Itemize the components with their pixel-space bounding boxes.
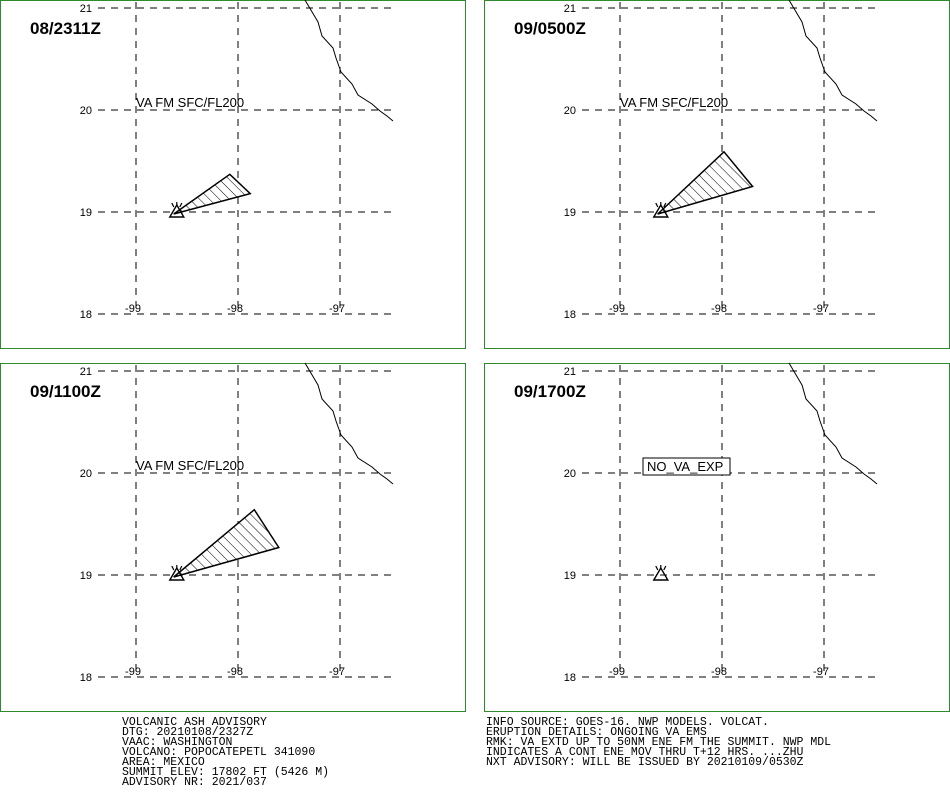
lon-tick-label: -97 (329, 666, 345, 678)
lat-tick-label: 18 (564, 672, 576, 684)
advisory-right-line: ERUPTION DETAILS: ONGOING VA EMS (486, 726, 707, 739)
lat-tick-label: 21 (564, 3, 576, 15)
advisory-left-line: VOLCANIC ASH ADVISORY (122, 716, 267, 729)
volcano-triangle-icon (652, 202, 670, 218)
volcano-triangle-icon (168, 565, 186, 581)
lon-tick-label: -97 (813, 303, 829, 315)
panel-frame (0, 363, 466, 712)
map-panel: 21 20 19 18 -99 -98 -97 09/1100Z VA FM SFC/FL200 (0, 362, 466, 712)
advisory-left-line: SUMMIT ELEV: 17802 FT (5426 M) (122, 766, 330, 779)
lat-tick-label: 20 (80, 468, 92, 480)
map-panel: 21 20 19 18 -99 -98 -97 08/2311Z VA FM SFC/FL200 (0, 0, 466, 349)
advisory-right-line: INFO SOURCE: GOES-16. NWP MODELS. VOLCAT… (486, 716, 769, 729)
coastline (304, 0, 394, 122)
advisory-left-line: VAAC: WASHINGTON (122, 736, 233, 749)
coastline (788, 362, 878, 485)
panel-time-title: 09/0500Z (514, 19, 586, 38)
lat-tick-label: 19 (564, 570, 576, 582)
va-level-label: VA FM SFC/FL200 (136, 458, 244, 473)
lat-tick-label: 18 (80, 672, 92, 684)
volcano-triangle-icon (652, 565, 670, 581)
advisory-left-line: DTG: 20210108/2327Z (122, 726, 254, 739)
lon-tick-label: -98 (711, 666, 727, 678)
lat-tick-label: 21 (80, 366, 92, 378)
lon-tick-label: -97 (329, 303, 345, 315)
panel-time-title: 09/1700Z (514, 382, 586, 401)
coastline (788, 0, 878, 122)
advisory-right-line: RMK: VA EXTD UP TO 50NM ENE FM THE SUMMI… (486, 736, 832, 749)
va-level-label: VA FM SFC/FL200 (136, 95, 244, 110)
map-panel: 21 20 19 18 -99 -98 -97 09/1700Z NO_VA_EXP (484, 362, 950, 712)
ash-plume-area (173, 173, 252, 215)
lat-tick-label: 20 (564, 468, 576, 480)
lon-tick-label: -99 (609, 666, 625, 678)
advisory-info-left: VOLCANIC ASH ADVISORY DTG: 20210108/2327Z… (122, 716, 330, 789)
volcano-triangle-icon (168, 202, 186, 218)
ash-plume-area (173, 508, 280, 578)
panel-time-title: 08/2311Z (30, 19, 101, 38)
ash-plume-area (657, 150, 754, 215)
va-level-label: VA FM SFC/FL200 (620, 95, 728, 110)
lon-tick-label: -98 (711, 303, 727, 315)
lat-tick-label: 19 (564, 207, 576, 219)
lon-tick-label: -99 (609, 303, 625, 315)
advisory-left-line: ADVISORY NR: 2021/037 (122, 776, 267, 789)
lon-tick-label: -99 (125, 666, 141, 678)
lon-tick-label: -98 (227, 666, 243, 678)
lat-tick-label: 18 (564, 309, 576, 321)
advisory-info-right: INFO SOURCE: GOES-16. NWP MODELS. VOLCAT… (486, 716, 832, 769)
coastline (304, 362, 394, 485)
lat-tick-label: 21 (564, 366, 576, 378)
lon-tick-label: -99 (125, 303, 141, 315)
lat-tick-label: 19 (80, 570, 92, 582)
va-status-box (642, 457, 731, 476)
advisory-right-line: NXT ADVISORY: WILL BE ISSUED BY 20210109… (486, 756, 804, 769)
advisory-left-line: AREA: MEXICO (122, 756, 205, 769)
panel-frame (0, 0, 466, 349)
lat-tick-label: 19 (80, 207, 92, 219)
lon-tick-label: -98 (227, 303, 243, 315)
panel-frame (484, 363, 950, 712)
lon-tick-label: -97 (813, 666, 829, 678)
advisory-right-line: INDICATES A CONT ENE MOV THRU T+12 HRS. … (486, 746, 804, 759)
lat-tick-label: 18 (80, 309, 92, 321)
va-status-label: NO_VA_EXP (647, 459, 723, 474)
map-panel: 21 20 19 18 -99 -98 -97 09/0500Z VA FM SFC/FL200 (484, 0, 950, 349)
lat-tick-label: 20 (564, 105, 576, 117)
lat-tick-label: 20 (80, 105, 92, 117)
panel-time-title: 09/1100Z (30, 382, 101, 401)
advisory-left-line: VOLCANO: POPOCATEPETL 341090 (122, 746, 316, 759)
lat-tick-label: 21 (80, 3, 92, 15)
